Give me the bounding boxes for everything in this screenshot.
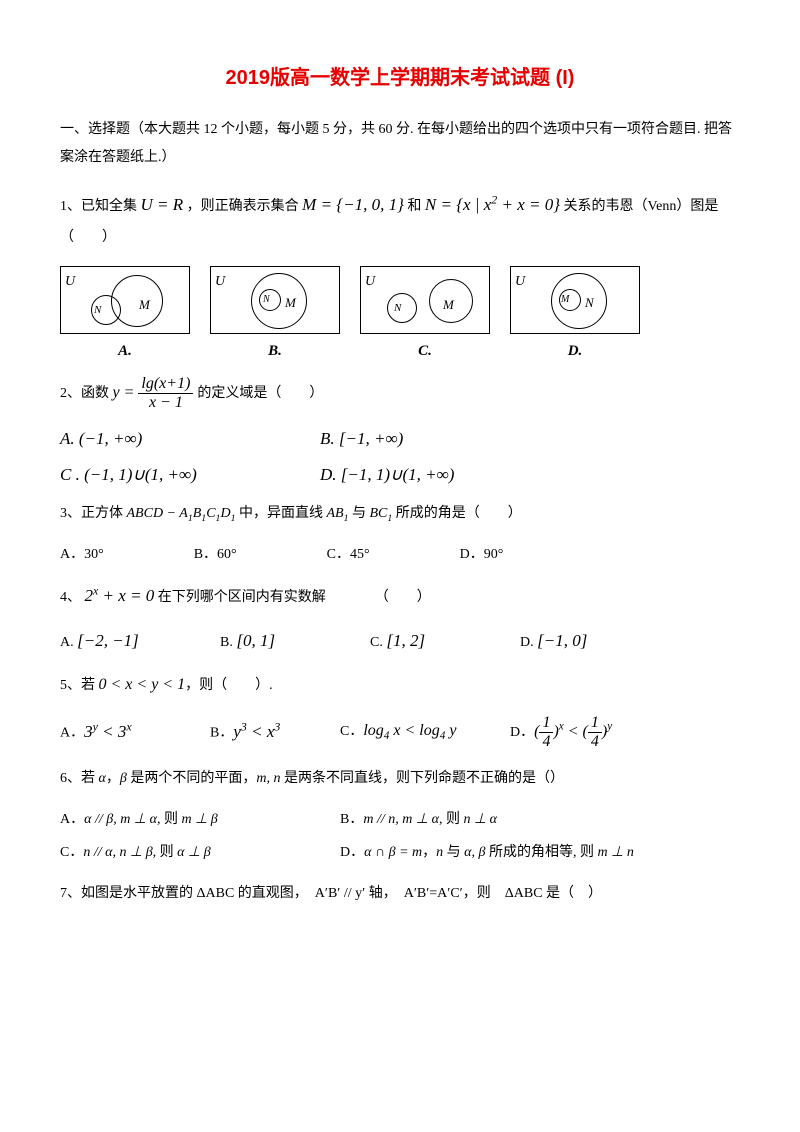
q6-optB: B．m // n, m ⊥ α, 则 n ⊥ α (340, 807, 497, 832)
q1-text-c: 和 (407, 199, 425, 214)
venn-label-a: A. (118, 343, 132, 359)
u-label: U (515, 269, 525, 294)
n-label: N (263, 291, 270, 309)
q2-num: lg(x+1) (138, 375, 193, 394)
u-label: U (65, 269, 75, 294)
n-label: N (94, 301, 101, 321)
m-label: M (139, 293, 150, 316)
q6-options-2: C．n // α, n ⊥ β, 则 α ⊥ β D．α ∩ β = m，n 与… (60, 840, 740, 865)
q3-optA: A．30° (60, 542, 104, 567)
q3-optC: C．45° (327, 542, 370, 567)
question-2: 2、函数 y = lg(x+1)x − 1 的定义域是（ ） (60, 375, 740, 411)
q5-optC: C．log4 x < log4 y (340, 717, 510, 746)
question-5: 5、若 0 < x < y < 1，则（ ）. (60, 667, 740, 702)
m-label: M (443, 293, 454, 316)
q6-optA: A．α // β, m ⊥ α, 则 m ⊥ β (60, 807, 340, 832)
q5-optB: B．y3 < x3 (210, 716, 340, 747)
venn-label-d: D. (568, 343, 583, 359)
q2-optD: D. [−1, 1)∪(1, +∞) (320, 460, 454, 491)
venn-c: U N M C. (360, 266, 490, 365)
u-label: U (215, 269, 225, 294)
exam-title: 2019版高一数学上学期期末考试试题 (I) (60, 60, 740, 96)
q2-optB: B. [−1, +∞) (320, 424, 403, 455)
q1-eq-n: N = {x | x2 + x = 0} (425, 195, 560, 214)
q6-text: 6、若 α，β 是两个不同的平面，m, n 是两条不同直线，则下列命题不正确的是… (60, 771, 564, 786)
q6-optC: C．n // α, n ⊥ β, 则 α ⊥ β (60, 840, 340, 865)
q4-optC: C. [1, 2] (370, 626, 520, 657)
venn-diagrams: U M N A. U N M B. U N M C. U (60, 266, 740, 365)
q2-text-b: 的定义域是（ ） (197, 386, 323, 401)
q1-eq-u: U = R (141, 195, 184, 214)
q2-options-2: C . (−1, 1)∪(1, +∞) D. [−1, 1)∪(1, +∞) (60, 460, 740, 491)
q5-text: 5、若 0 < x < y < 1，则（ ）. (60, 678, 273, 693)
q4-optD: D. [−1, 0] (520, 626, 587, 657)
q4-options: A. [−2, −1] B. [0, 1] C. [1, 2] D. [−1, … (60, 626, 740, 657)
question-4: 4、 2x + x = 0 在下列哪个区间内有实数解 （ ） (60, 577, 740, 614)
q2-optC: C . (−1, 1)∪(1, +∞) (60, 460, 320, 491)
section-instruction: 一、选择题（本大题共 12 个小题，每小题 5 分，共 60 分. 在每小题给出… (60, 116, 740, 172)
venn-label-b: B. (268, 343, 282, 359)
q2-den: x − 1 (138, 394, 193, 412)
q6-options-1: A．α // β, m ⊥ α, 则 m ⊥ β B．m // n, m ⊥ α… (60, 807, 740, 832)
q3-text: 3、正方体 ABCD − A1B1C1D1 中，异面直线 AB1 与 BC1 所… (60, 506, 522, 521)
m-label: M (285, 291, 296, 314)
q7-text: 7、如图是水平放置的 ΔABC 的直观图， A′B′ // y′ 轴， A′B′… (60, 886, 602, 901)
q2-text-a: 2、函数 (60, 386, 113, 401)
venn-b: U N M B. (210, 266, 340, 365)
n-label: N (394, 299, 401, 319)
u-label: U (365, 269, 375, 294)
q1-text-b: ，则正确表示集合 (187, 199, 303, 214)
n-label: N (585, 291, 594, 314)
q4-text-b: 在下列哪个区间内有实数解 （ ） (158, 590, 431, 605)
q3-optB: B．60° (194, 542, 237, 567)
venn-a: U M N A. (60, 266, 190, 365)
q3-optD: D．90° (460, 542, 504, 567)
q1-text-a: 1、已知全集 (60, 199, 141, 214)
q5-optA: A．3y < 3x (60, 716, 210, 747)
q4-eq: 2x + x = 0 (85, 586, 155, 605)
q5-optD: D．(14)x < (14)y (510, 714, 612, 750)
q4-optA: A. [−2, −1] (60, 626, 220, 657)
venn-label-c: C. (418, 343, 432, 359)
question-3: 3、正方体 ABCD − A1B1C1D1 中，异面直线 AB1 与 BC1 所… (60, 499, 740, 530)
question-7: 7、如图是水平放置的 ΔABC 的直观图， A′B′ // y′ 轴， A′B′… (60, 879, 740, 910)
m-label: M (561, 291, 569, 309)
question-1: 1、已知全集 U = R ，则正确表示集合 M = {−1, 0, 1} 和 N… (60, 186, 740, 254)
venn-d: U M N D. (510, 266, 640, 365)
q2-optA: A. (−1, +∞) (60, 424, 320, 455)
q4-optB: B. [0, 1] (220, 626, 370, 657)
q1-eq-m: M = {−1, 0, 1} (302, 195, 404, 214)
q2-eq: y = lg(x+1)x − 1 (113, 384, 198, 401)
q3-options: A．30° B．60° C．45° D．90° (60, 542, 740, 567)
q4-text-a: 4、 (60, 590, 81, 605)
q2-options-1: A. (−1, +∞) B. [−1, +∞) (60, 424, 740, 455)
question-6: 6、若 α，β 是两个不同的平面，m, n 是两条不同直线，则下列命题不正确的是… (60, 764, 740, 795)
q6-optD: D．α ∩ β = m，n 与 α, β 所成的角相等, 则 m ⊥ n (340, 840, 634, 865)
q5-options: A．3y < 3x B．y3 < x3 C．log4 x < log4 y D．… (60, 714, 740, 750)
